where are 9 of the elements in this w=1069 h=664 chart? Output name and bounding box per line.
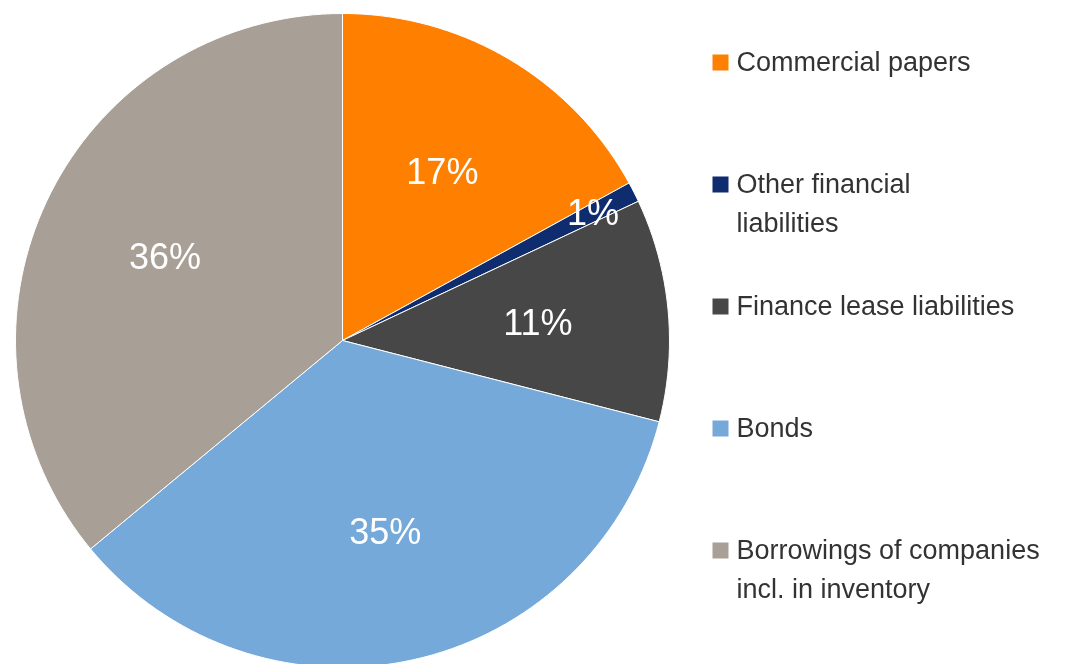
legend-label: Bonds xyxy=(736,412,814,443)
data-label: 35% xyxy=(349,511,422,553)
data-label: 36% xyxy=(128,236,202,278)
legend-label: Borrowings of companies incl. in inventory xyxy=(736,534,1040,604)
legend-label: Other financial liabilities xyxy=(736,168,911,238)
data-label: 17% xyxy=(406,151,479,193)
data-label: 11% xyxy=(503,301,573,343)
legend-label: Finance lease liabilities xyxy=(736,290,1015,321)
legend-label: Commercial papers xyxy=(736,46,971,77)
